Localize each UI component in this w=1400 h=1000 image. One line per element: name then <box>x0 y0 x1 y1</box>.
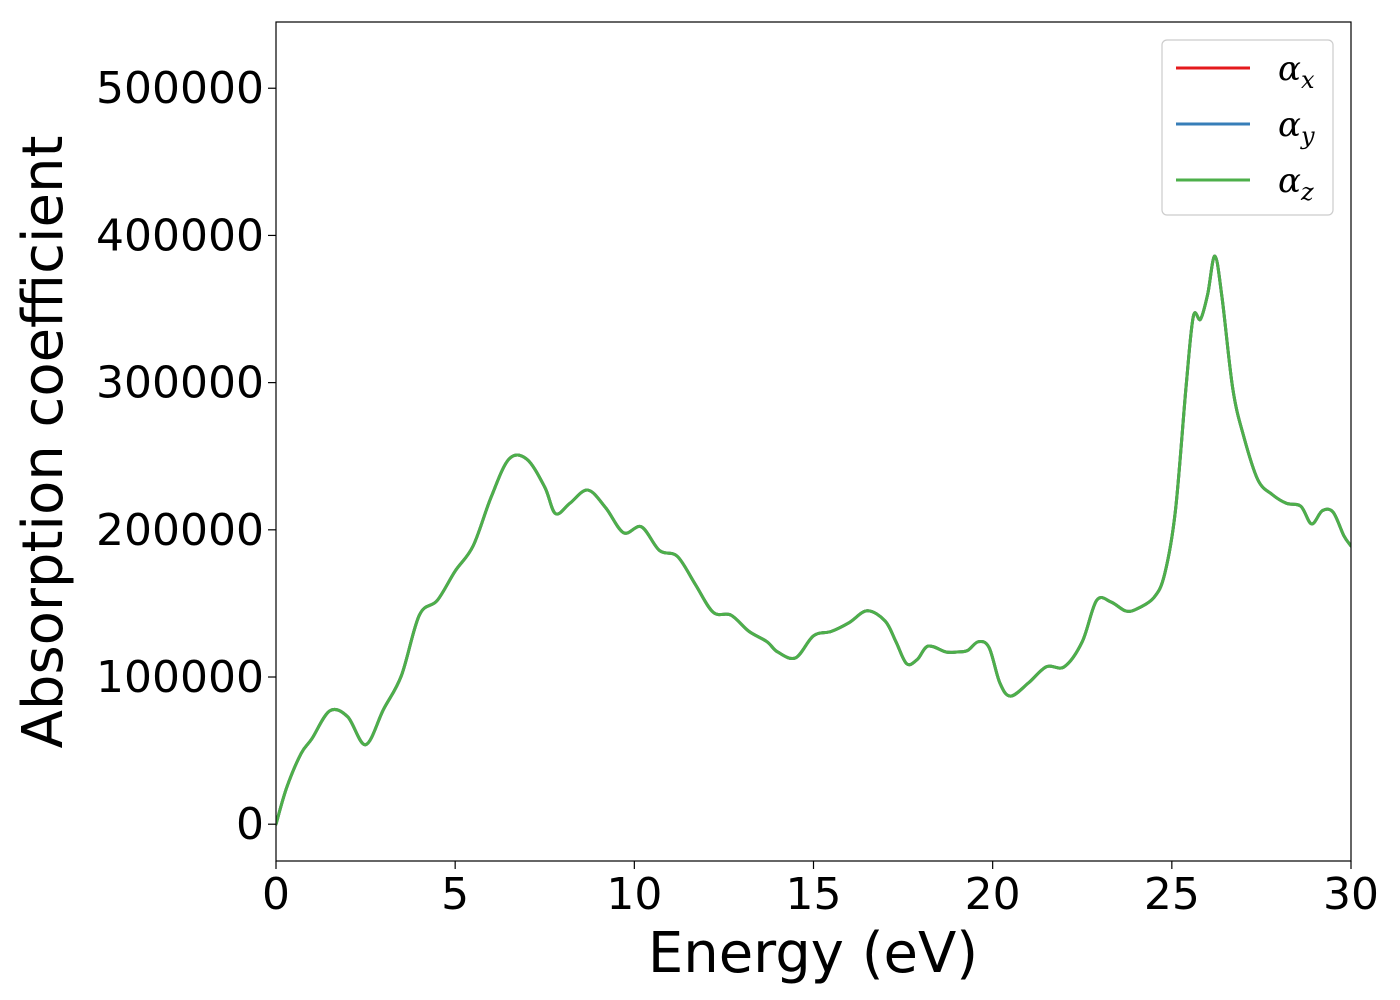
legend: αx αy αz <box>1161 39 1334 216</box>
y-tick-label: 200000 <box>96 505 264 556</box>
x-tick-label: 5 <box>441 869 469 920</box>
y-tick-label: 100000 <box>96 652 264 703</box>
y-tick-label: 400000 <box>96 210 264 261</box>
x-axis-label: Energy (eV) <box>648 921 978 986</box>
y-tick-label: 300000 <box>96 358 264 409</box>
series-line-z <box>276 254 1351 826</box>
y-tick-label: 500000 <box>96 63 264 114</box>
x-tick-label: 0 <box>262 869 290 920</box>
plot-area <box>276 254 1351 826</box>
x-tick-label: 30 <box>1323 869 1379 920</box>
x-tick-label: 15 <box>786 869 842 920</box>
x-tick-label: 20 <box>965 869 1021 920</box>
legend-label-z: αz <box>1278 161 1314 206</box>
legend-label-x: αx <box>1278 49 1315 94</box>
y-tick-label: 0 <box>236 799 264 850</box>
x-tick-label: 10 <box>606 869 662 920</box>
legend-box <box>1161 39 1334 216</box>
y-axis-label: Absorption coefficient <box>11 136 76 749</box>
legend-label-y: αy <box>1278 105 1315 150</box>
x-tick-label: 25 <box>1144 869 1200 920</box>
axes: 0 5 10 15 20 25 30 0 100000 200000 300000 400000 500… <box>96 21 1379 920</box>
